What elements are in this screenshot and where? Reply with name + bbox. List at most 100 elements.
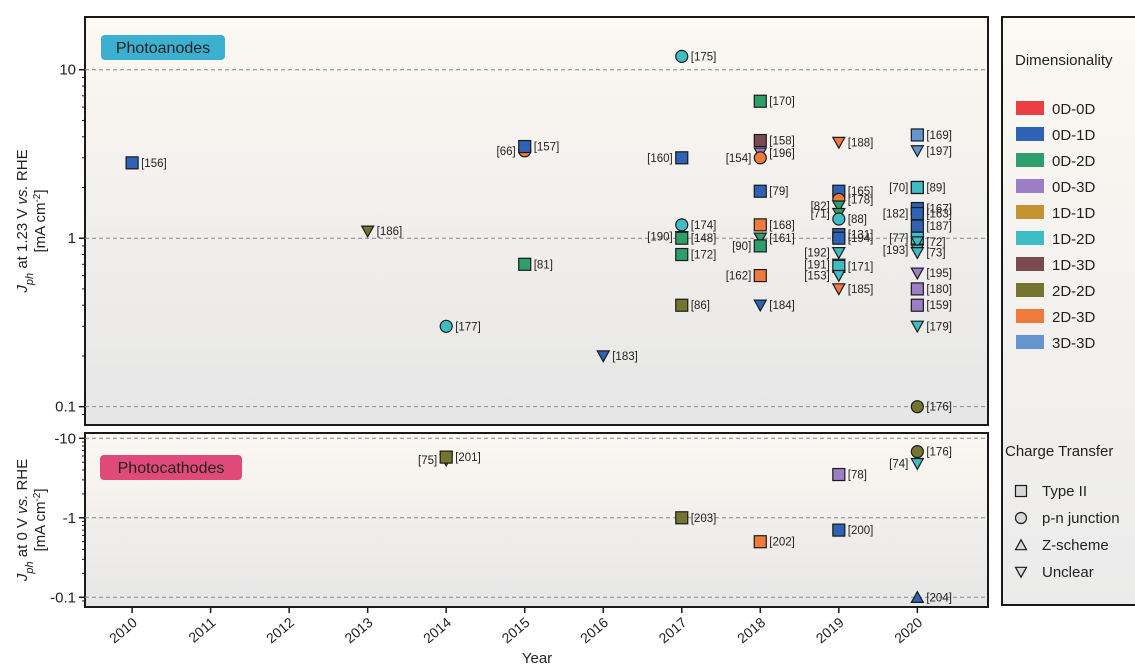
photocathode-point-label: [74]	[889, 459, 908, 471]
photoanode-point-label: [153]	[804, 271, 830, 283]
legend-label-0d-3d: 0D-3D	[1052, 179, 1096, 196]
photoanode-point	[753, 239, 767, 253]
photoanode-point	[832, 231, 846, 245]
photoanode-point	[675, 151, 689, 165]
photoanode-point	[910, 298, 924, 312]
photoanode-point	[753, 151, 767, 165]
legend-shape-type-ii-icon	[1014, 484, 1028, 498]
photocathode-badge-bg	[100, 455, 242, 480]
photoanode-point-label: [197]	[926, 146, 952, 158]
photoanode-point-label: [81]	[534, 259, 553, 271]
photocathode-point-label: [78]	[848, 470, 867, 482]
legend-label-1d-2d: 1D-2D	[1052, 231, 1096, 248]
photoanode-point-label: [158]	[769, 136, 795, 148]
photoanode-point-label: [169]	[926, 130, 952, 142]
legend-swatch-0d-2d	[1016, 153, 1044, 167]
photoanode-point-label: [187]	[926, 221, 952, 233]
x-tick-label: 2017	[656, 614, 690, 646]
photocathode-point	[832, 467, 846, 482]
legend-shape-z-scheme-icon	[1014, 538, 1028, 551]
photoanode-point	[910, 206, 924, 221]
photocathode-y-axis: -10 -1 -0.1	[50, 430, 85, 606]
legend-swatch-2d-2d	[1016, 283, 1044, 297]
photoanode-point	[910, 236, 925, 249]
legend-label-2d-3d: 2D-3D	[1052, 309, 1096, 326]
photoanode-badge: Photoanodes	[101, 35, 225, 60]
photoanode-point	[518, 139, 532, 154]
photoanode-badge-label: Photoanodes	[116, 40, 210, 57]
photoanode-point-label: [163]	[926, 209, 952, 221]
photoanode-point	[753, 299, 768, 313]
photoanode-point	[675, 247, 689, 262]
photoanode-point-label: [191]	[804, 259, 830, 271]
legend-label-z-scheme: Z-scheme	[1042, 537, 1109, 554]
photoanode-point	[675, 231, 689, 245]
photoanode-point-label: [193]	[883, 245, 909, 257]
photoanode-point-label: [167]	[926, 204, 952, 216]
legend-swatch-3d-3d	[1016, 335, 1044, 349]
photoanode-point-label: [131]	[848, 230, 874, 242]
photoanode-point	[831, 269, 846, 283]
photoanode-point	[910, 247, 925, 260]
photoanode-point-label: [188]	[848, 137, 874, 149]
photoanode-point	[518, 257, 532, 271]
photoanode-point	[360, 225, 375, 239]
photoanode-point-label: [195]	[926, 268, 952, 280]
legend-label-p-n-junction: p-n junction	[1042, 510, 1120, 527]
photoanode-point	[753, 184, 767, 198]
legend-label-1d-1d: 1D-1D	[1052, 205, 1096, 222]
photocathode-panel: -10 -1 -0.1 [75] [201] [203] [202] [78] [200] [1…	[50, 430, 989, 608]
legend-swatch-1d-1d	[1016, 205, 1044, 219]
photoanode-point-label: [82]	[811, 201, 830, 213]
legend-swatch-1d-2d	[1016, 231, 1044, 245]
photoanode-point-label: [172]	[691, 250, 717, 262]
photoanode-point	[439, 319, 453, 333]
photoanode-point-label: [186]	[377, 226, 403, 238]
legend-label-0d-2d: 0D-2D	[1052, 153, 1096, 170]
photoanode-point	[596, 350, 611, 363]
photocathode-y-tick-label: -0.1	[50, 589, 76, 606]
photoanode-point	[753, 133, 767, 148]
legend-label-unclear: Unclear	[1042, 564, 1094, 581]
photocathode-y-title: Jph at 0 V vs. RHE	[14, 459, 36, 582]
photoanode-point-label: [90]	[732, 241, 751, 253]
photoanode-point-label: [194]	[848, 233, 874, 245]
photoanode-y-axis-label: Jph at 1.23 V vs. RHE [mA cm-2]	[14, 149, 49, 293]
photoanode-y-tick-label: 0.1	[55, 399, 76, 416]
photoanode-point-label: [184]	[769, 300, 795, 312]
photocathode-point-label: [204]	[926, 592, 952, 604]
photoanode-point-label: [170]	[769, 96, 795, 108]
photoanode-point	[753, 218, 767, 232]
photoanode-point	[831, 283, 846, 296]
x-tick-label: 2020	[891, 614, 925, 646]
legend-dimensionality-title: Dimensionality	[1015, 52, 1113, 69]
photoanode-point	[753, 94, 767, 108]
legend-label-2d-2d: 2D-2D	[1052, 283, 1096, 300]
photoanode-point-label: [73]	[926, 248, 945, 260]
photocathode-badge: Photocathodes	[100, 455, 242, 480]
photoanode-point-label: [178]	[848, 194, 874, 206]
photocathode-point-label: [75]	[418, 455, 437, 467]
photoanode-point	[910, 180, 924, 195]
photoanode-point-label: [89]	[926, 182, 945, 194]
x-tick-label: 2014	[420, 614, 454, 646]
photoanode-point-label: [159]	[926, 300, 952, 312]
photoanode-y-axis: 10 1 0.1	[55, 62, 85, 416]
photocathode-point-label: [202]	[769, 537, 795, 549]
photoanode-point	[910, 320, 925, 334]
legend-swatch-0d-1d	[1016, 127, 1044, 141]
legend-swatch-0d-0d	[1016, 101, 1044, 115]
photoanode-point-label: [86]	[691, 300, 710, 312]
photoanode-point	[675, 49, 689, 63]
legend-dimensionality-items: 0D-0D 0D-1D 0D-2D 0D-3D 1D-1D 1D-2D 1D-3D 2D-2D…	[1016, 101, 1096, 352]
photoanode-point	[910, 400, 924, 414]
photoanode-point-label: [168]	[769, 220, 795, 232]
photocathode-badge-label: Photocathodes	[118, 460, 225, 477]
photoanode-y-tick-label: 1	[68, 230, 76, 247]
x-tick-label: 2010	[106, 614, 140, 646]
photocathode-point-label: [203]	[691, 513, 717, 525]
legend-swatch-2d-3d	[1016, 309, 1044, 323]
legend-swatch-0d-3d	[1016, 179, 1044, 193]
photoanode-panel: 10 1 0.1 [156] [186] [177] [66] [157] [81] [183]…	[55, 16, 989, 426]
